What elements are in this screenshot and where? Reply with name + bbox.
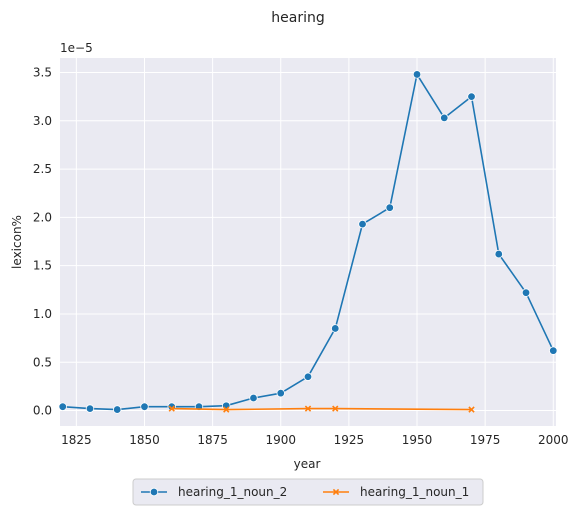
chart-title: hearing [271, 10, 324, 26]
legend-item-hearing_1_noun_2: hearing_1_noun_2 [141, 485, 287, 499]
data-point [222, 401, 231, 410]
y-tick-label: 2.0 [33, 210, 52, 224]
y-tick-label: 0.5 [33, 355, 52, 369]
data-point [468, 406, 475, 413]
data-point [412, 70, 422, 79]
data-point [113, 405, 122, 414]
series-layer [58, 70, 558, 414]
data-point [85, 404, 95, 413]
y-axis-label: lexicon% [10, 215, 24, 269]
x-tick-label: 1850 [129, 433, 160, 447]
y-grid [60, 71, 556, 412]
y-tick-label: 1.5 [33, 259, 52, 273]
x-tick-label: 2000 [538, 433, 569, 447]
data-point [304, 405, 312, 412]
legend-item-hearing_1_noun_1: hearing_1_noun_1 [323, 485, 469, 499]
data-point [140, 402, 149, 411]
data-point [58, 402, 67, 411]
legend-box [132, 478, 484, 506]
series-hearing_1_noun_1 [168, 405, 475, 413]
data-point [521, 288, 531, 297]
data-point [440, 113, 449, 123]
data-point [303, 372, 313, 381]
legend-label: hearing_1_noun_2 [178, 485, 287, 499]
x-tick-label: 1950 [402, 433, 433, 447]
legend-marker [332, 488, 340, 496]
data-point [249, 393, 258, 403]
y-tick-label: 0.0 [33, 404, 52, 418]
y-tick-label: 1.0 [33, 307, 52, 321]
y-offset-label: 1e−5 [60, 41, 93, 55]
data-point [168, 405, 175, 412]
plot-area [60, 58, 556, 426]
data-point [549, 346, 558, 355]
y-tick-label: 3.5 [33, 65, 52, 79]
legend-label: hearing_1_noun_1 [360, 485, 469, 499]
data-point [276, 388, 285, 398]
data-point [331, 324, 340, 333]
x-tick-label: 1825 [61, 433, 92, 447]
y-tick-label: 2.5 [33, 162, 52, 176]
x-tick-label: 1975 [470, 433, 501, 447]
x-grid [75, 58, 554, 426]
x-tick-label: 1875 [197, 433, 228, 447]
legend-marker [149, 487, 159, 497]
y-tick-labels: 0.0 0.5 1.0 1.5 2.0 2.5 3.0 3.5 [33, 65, 52, 417]
data-point [385, 203, 394, 212]
data-point [223, 406, 230, 413]
y-tick-label: 3.0 [33, 114, 52, 128]
data-point [332, 405, 339, 412]
series-hearing_1_noun_2 [58, 70, 558, 414]
x-tick-label: 1900 [265, 433, 296, 447]
data-point [494, 249, 503, 259]
x-tick-labels: 1825 1850 1875 1900 1925 1950 1975 2000 [61, 433, 568, 447]
x-tick-label: 1925 [334, 433, 365, 447]
data-point [358, 219, 367, 229]
data-point [467, 92, 476, 101]
x-axis-label: year [294, 457, 321, 471]
legend: hearing_1_noun_2 hearing_1_noun_1 [132, 478, 484, 506]
